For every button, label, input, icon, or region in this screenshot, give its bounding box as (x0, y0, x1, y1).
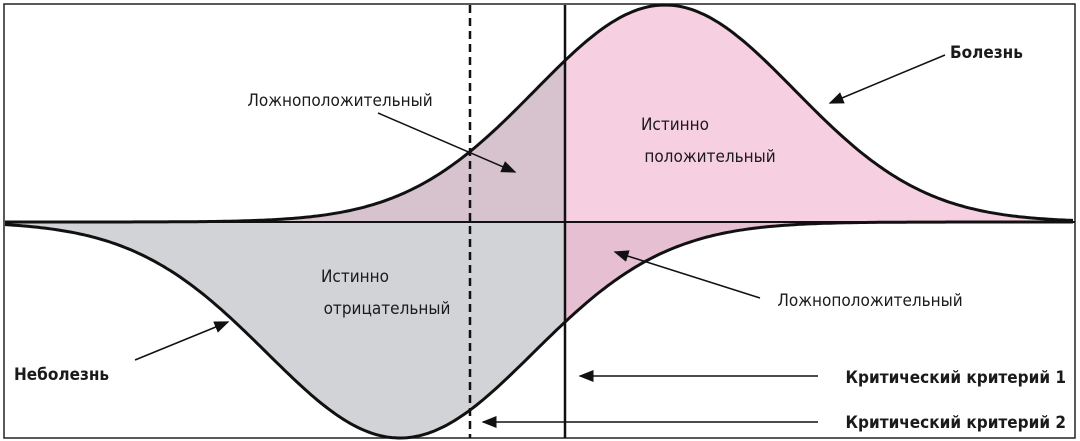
label: Неболезнь (14, 365, 109, 385)
label: Болезнь (950, 43, 1023, 63)
no-disease-curve (4, 220, 1073, 440)
area (5, 222, 565, 438)
disease-curve (5, 3, 1074, 224)
label: положительный (644, 147, 775, 167)
label: Истинно (321, 267, 389, 287)
arrow (613, 250, 761, 299)
label: Ложноположительный (247, 91, 432, 111)
areas (5, 5, 1075, 438)
label: Истинно (641, 115, 709, 135)
arrow (377, 112, 517, 173)
label: Критический критерий 2 (846, 413, 1066, 433)
label: отрицательный (324, 299, 451, 319)
label: Ложноположительный (777, 291, 962, 311)
area (565, 222, 1075, 323)
label: Критический критерий 1 (846, 368, 1066, 388)
arrow (134, 321, 230, 361)
area (5, 60, 565, 222)
arrow (828, 54, 946, 104)
area (565, 5, 1075, 222)
